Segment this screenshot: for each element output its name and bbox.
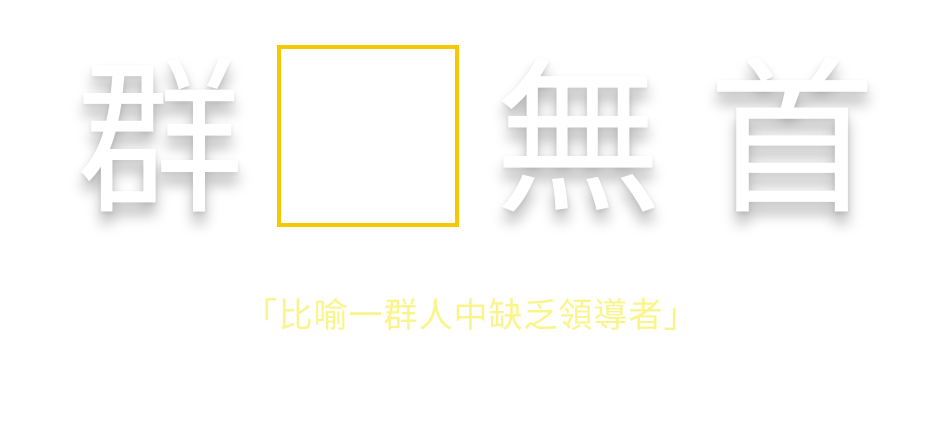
idiom-char-4: 首 [708,42,876,238]
idiom-char-1: 群 [76,42,244,238]
idiom-hint: 「比喻一群人中缺乏領導者」 [243,296,699,336]
idiom-blank-slot[interactable] [277,45,459,227]
idiom-char-3: 無 [494,42,662,238]
